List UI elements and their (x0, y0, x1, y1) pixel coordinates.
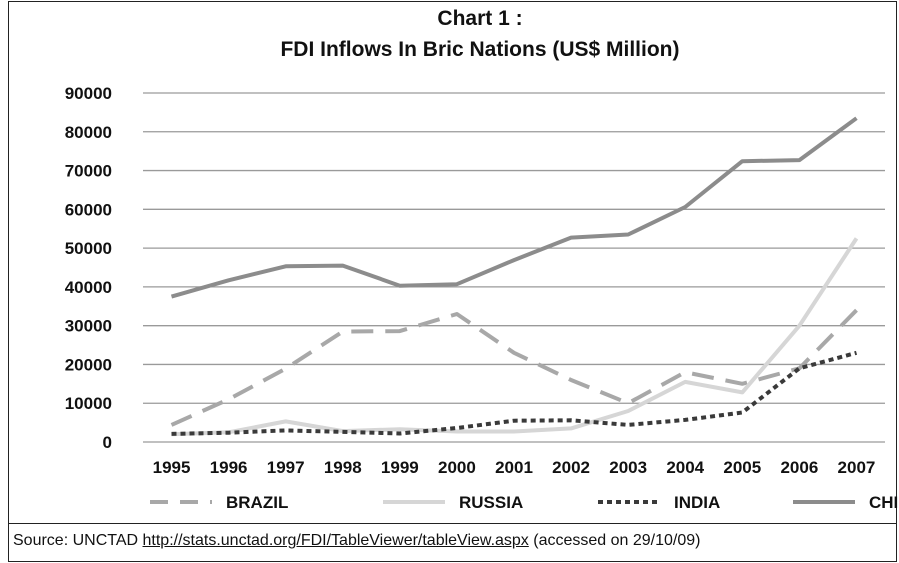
series-line-india (171, 350, 858, 436)
x-tick-label: 2006 (780, 458, 818, 477)
x-tick-label: 2005 (723, 458, 761, 477)
series-line-russia (171, 237, 859, 437)
x-tick-label: 1998 (324, 458, 362, 477)
x-tick-label: 2004 (666, 458, 704, 477)
source-prefix: Source: UNCTAD (13, 532, 143, 549)
series-line-china (170, 116, 858, 299)
x-tick-label: 2003 (609, 458, 647, 477)
y-tick-label: 60000 (65, 200, 112, 219)
y-tick-label: 40000 (65, 278, 112, 297)
y-axis-tick-labels: 0 10000 20000 30000 40000 50000 60000 70000 8000… (65, 84, 112, 452)
x-tick-label: 1995 (153, 458, 191, 477)
x-axis-tick-labels: 1995 1996 1997 1998 1999 2000 2001 2002 2003 2004… (153, 458, 876, 477)
legend-label-india: INDIA (674, 493, 720, 512)
y-tick-label: 30000 (65, 317, 112, 336)
series-line-brazil (170, 308, 858, 427)
gridlines (143, 92, 885, 443)
y-tick-label: 80000 (65, 123, 112, 142)
legend-label-china: CHINA (869, 493, 899, 512)
x-tick-label: 2001 (495, 458, 533, 477)
y-tick-label: 0 (103, 433, 112, 452)
y-tick-label: 50000 (65, 239, 112, 258)
source-link[interactable]: http://stats.unctad.org/FDI/TableViewer/… (142, 532, 529, 549)
x-tick-label: 1997 (267, 458, 305, 477)
chart-frame (8, 1, 897, 562)
y-tick-label: 70000 (65, 162, 112, 181)
series-lines (170, 116, 859, 437)
chart-subtitle: FDI Inflows In Bric Nations (US$ Million… (280, 38, 679, 61)
source-suffix: (accessed on 29/10/09) (528, 532, 701, 549)
chart-canvas: Chart 1 : FDI Inflows In Bric Nations (U… (65, 7, 899, 512)
y-tick-label: 90000 (65, 84, 112, 103)
x-tick-label: 1999 (381, 458, 419, 477)
y-tick-label: 20000 (65, 355, 112, 374)
chart-title: Chart 1 : (437, 7, 522, 30)
source-note: Source: UNCTAD http://stats.unctad.org/F… (8, 523, 897, 561)
legend-label-brazil: BRAZIL (226, 493, 288, 512)
legend-label-russia: RUSSIA (459, 493, 523, 512)
legend: BRAZIL RUSSIA INDIA CHINA (150, 493, 899, 512)
x-tick-label: 2007 (838, 458, 876, 477)
x-tick-label: 2002 (552, 458, 590, 477)
y-tick-label: 10000 (65, 394, 112, 413)
x-tick-label: 1996 (210, 458, 248, 477)
x-tick-label: 2000 (438, 458, 476, 477)
